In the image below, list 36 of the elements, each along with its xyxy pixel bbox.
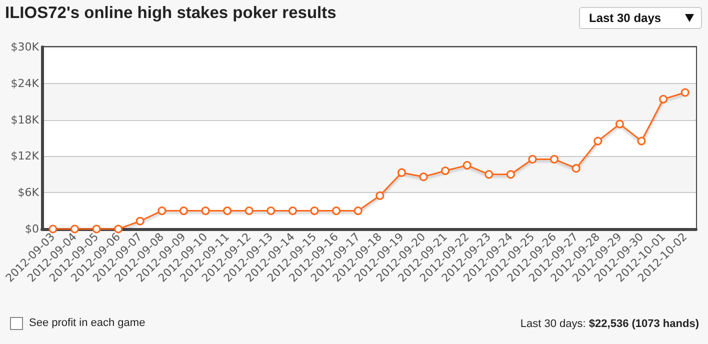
dropdown: Last 30 days	[579, 7, 702, 29]
point	[528, 154, 537, 164]
y-tick-label: $12K	[10, 150, 40, 163]
point	[594, 136, 602, 146]
point	[332, 206, 341, 216]
y-tick-label: $6K	[18, 186, 40, 200]
point	[244, 206, 254, 216]
point	[506, 170, 515, 179]
point	[462, 161, 472, 170]
point	[572, 164, 580, 173]
text: Last 30 days: $22,536 (1073 hands)	[520, 318, 699, 330]
point	[484, 170, 494, 179]
point	[680, 88, 690, 97]
y-tick-label: $24K	[10, 76, 40, 90]
point	[397, 168, 406, 177]
point	[136, 216, 144, 226]
chart-title: ILIOS72's online high stakes poker results	[5, 4, 336, 23]
point	[288, 206, 297, 216]
point	[158, 206, 166, 216]
point	[441, 166, 450, 176]
point	[354, 206, 362, 216]
point	[376, 191, 384, 200]
text: See profit in each game	[29, 317, 146, 329]
point	[659, 94, 668, 104]
y-tick-label: $18K	[10, 113, 40, 126]
point	[637, 136, 646, 146]
y-tick-label: $30K	[10, 40, 40, 54]
y-tick-label: $0	[25, 222, 39, 236]
point	[419, 172, 428, 182]
point	[310, 206, 319, 216]
point	[223, 206, 232, 216]
point	[550, 154, 559, 164]
point	[615, 120, 624, 128]
point	[179, 206, 188, 216]
point	[266, 206, 276, 216]
point	[201, 206, 210, 216]
